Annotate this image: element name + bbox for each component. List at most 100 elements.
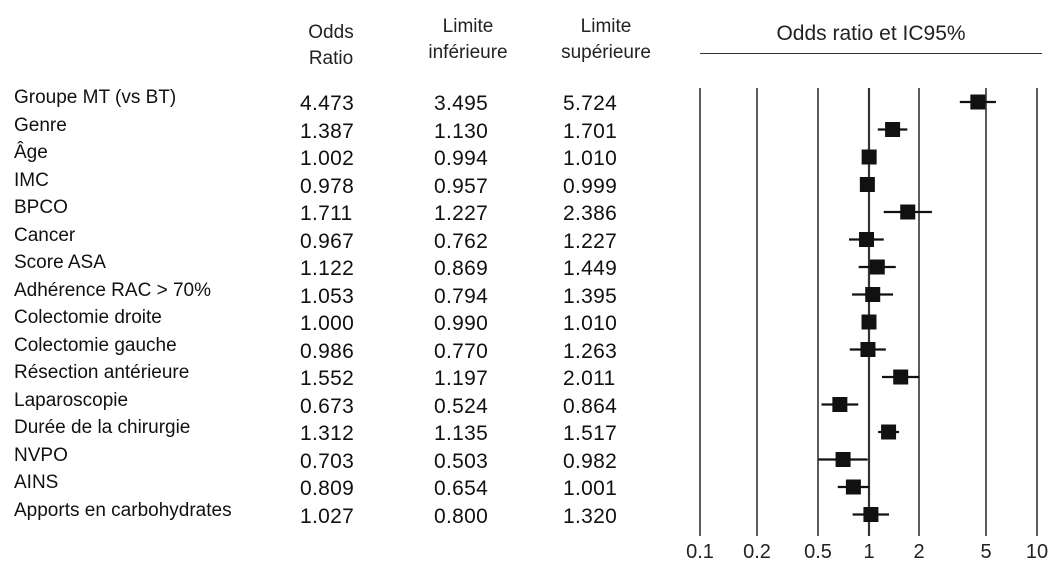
lower-limit-value: 0.990 xyxy=(434,312,489,335)
lower-limit-value: 1.197 xyxy=(434,367,489,390)
variable-label: Score ASA xyxy=(14,252,106,273)
table-row: Résection antérieure 1.552 1.197 2.011 xyxy=(0,362,660,391)
odds-ratio-value: 1.002 xyxy=(300,147,355,170)
header-upper-line1: Limite xyxy=(580,16,632,37)
upper-limit-value: 1.010 xyxy=(563,147,618,170)
odds-ratio-marker xyxy=(881,424,897,440)
x-tick-label: 0.2 xyxy=(743,541,771,561)
table-row: IMC 0.978 0.957 0.999 xyxy=(0,170,660,199)
lower-limit-value: 0.770 xyxy=(434,339,489,363)
table-row: AINS 0.809 0.654 1.001 xyxy=(0,472,660,501)
odds-ratio-marker xyxy=(865,287,881,302)
lower-limit-value: 0.869 xyxy=(434,257,489,280)
lower-limit-value: 0.957 xyxy=(434,174,489,198)
lower-limit-value: 0.654 xyxy=(434,477,489,500)
table-row: BPCO 1.711 1.227 2.386 xyxy=(0,197,660,226)
upper-limit-value: 5.724 xyxy=(563,92,618,115)
upper-limit-value: 1.701 xyxy=(563,119,618,143)
odds-ratio-marker xyxy=(860,342,876,357)
variable-label: Genre xyxy=(14,114,67,136)
table-row: Colectomie droite 1.000 0.990 1.010 xyxy=(0,307,660,336)
odds-ratio-value: 1.312 xyxy=(300,422,355,445)
odds-ratio-value: 4.473 xyxy=(300,92,355,115)
odds-ratio-value: 1.552 xyxy=(300,367,355,390)
x-tick-label: 2 xyxy=(913,541,924,561)
table-row: Durée de la chirurgie 1.312 1.135 1.517 xyxy=(0,417,660,446)
odds-ratio-value: 1.000 xyxy=(300,312,355,335)
upper-limit-value: 2.011 xyxy=(563,367,616,390)
variable-label: Colectomie droite xyxy=(14,307,162,328)
table-row: NVPO 0.703 0.503 0.982 xyxy=(0,445,660,474)
x-tick-label: 0.5 xyxy=(804,541,832,561)
lower-limit-value: 1.135 xyxy=(434,422,489,445)
lower-limit-value: 3.495 xyxy=(434,92,489,115)
odds-ratio-marker xyxy=(861,149,877,165)
odds-ratio-value: 1.053 xyxy=(300,284,355,308)
table-row: Cancer 0.967 0.762 1.227 xyxy=(0,225,660,254)
upper-limit-value: 1.320 xyxy=(563,504,618,528)
title-underline xyxy=(700,53,1042,54)
odds-ratio-marker xyxy=(863,507,879,522)
variable-label: IMC xyxy=(14,169,49,191)
odds-ratio-marker xyxy=(861,314,877,330)
x-tick-label: 1 xyxy=(863,541,874,561)
odds-ratio-marker xyxy=(859,232,875,247)
x-tick-label: 10 xyxy=(1026,541,1048,561)
lower-limit-value: 0.800 xyxy=(434,504,489,528)
upper-limit-value: 0.999 xyxy=(563,174,618,198)
variable-label: Apports en carbohydrates xyxy=(14,499,232,521)
upper-limit-value: 1.449 xyxy=(563,257,618,280)
variable-label: Laparoscopie xyxy=(14,389,129,411)
upper-limit-value: 1.001 xyxy=(563,477,618,500)
odds-ratio-marker xyxy=(970,94,986,110)
lower-limit-value: 1.227 xyxy=(434,202,489,225)
odds-ratio-value: 0.986 xyxy=(300,339,355,363)
odds-ratio-marker xyxy=(832,397,848,412)
odds-ratio-marker xyxy=(893,369,909,385)
odds-ratio-marker xyxy=(885,122,901,137)
upper-limit-value: 1.395 xyxy=(563,284,618,308)
table-row: Âge 1.002 0.994 1.010 xyxy=(0,142,660,171)
plot-title: Odds ratio et IC95% xyxy=(776,22,966,45)
variable-label: Groupe MT (vs BT) xyxy=(14,87,177,108)
header-lower-line1: Limite xyxy=(442,16,494,37)
variable-label: Âge xyxy=(14,142,48,163)
upper-limit-value: 2.386 xyxy=(563,202,618,225)
lower-limit-value: 0.524 xyxy=(434,394,489,418)
header-odds-ratio-line1: Odds xyxy=(308,22,354,43)
odds-ratio-value: 1.027 xyxy=(300,504,355,528)
table-row: Genre 1.387 1.130 1.701 xyxy=(0,115,660,144)
x-tick-label: 5 xyxy=(980,541,991,561)
upper-limit-value: 0.864 xyxy=(563,394,618,418)
lower-limit-value: 0.994 xyxy=(434,147,489,170)
table-row: Laparoscopie 0.673 0.524 0.864 xyxy=(0,390,660,419)
table-row: Groupe MT (vs BT) 4.473 3.495 5.724 xyxy=(0,87,660,116)
odds-ratio-value: 0.673 xyxy=(300,394,355,418)
lower-limit-value: 0.794 xyxy=(434,284,489,308)
odds-ratio-marker xyxy=(835,452,851,467)
odds-ratio-marker xyxy=(900,204,916,220)
upper-limit-value: 1.010 xyxy=(563,312,618,335)
odds-ratio-value: 0.703 xyxy=(300,449,355,473)
odds-ratio-value: 1.387 xyxy=(300,119,355,143)
header-odds-ratio: Odds Ratio xyxy=(290,20,372,72)
variable-label: NVPO xyxy=(14,444,68,466)
variable-label: Durée de la chirurgie xyxy=(14,417,191,438)
header-lower-line2: inférieure xyxy=(428,42,508,63)
variable-label: Colectomie gauche xyxy=(14,334,177,356)
variable-label: Cancer xyxy=(14,224,76,246)
lower-limit-value: 0.503 xyxy=(434,449,489,473)
upper-limit-value: 0.982 xyxy=(563,449,618,473)
upper-limit-value: 1.227 xyxy=(563,229,618,253)
x-tick-label: 0.1 xyxy=(686,541,714,561)
table-row: Colectomie gauche 0.986 0.770 1.263 xyxy=(0,335,660,364)
variable-label: Adhérence RAC > 70% xyxy=(14,279,211,301)
header-upper-limit: Limite supérieure xyxy=(544,14,668,66)
lower-limit-value: 1.130 xyxy=(434,119,489,143)
variable-label: AINS xyxy=(14,472,59,493)
table-row: Adhérence RAC > 70% 1.053 0.794 1.395 xyxy=(0,280,660,309)
odds-ratio-value: 0.809 xyxy=(300,477,355,500)
odds-ratio-value: 1.711 xyxy=(300,202,353,225)
upper-limit-value: 1.517 xyxy=(563,422,618,445)
